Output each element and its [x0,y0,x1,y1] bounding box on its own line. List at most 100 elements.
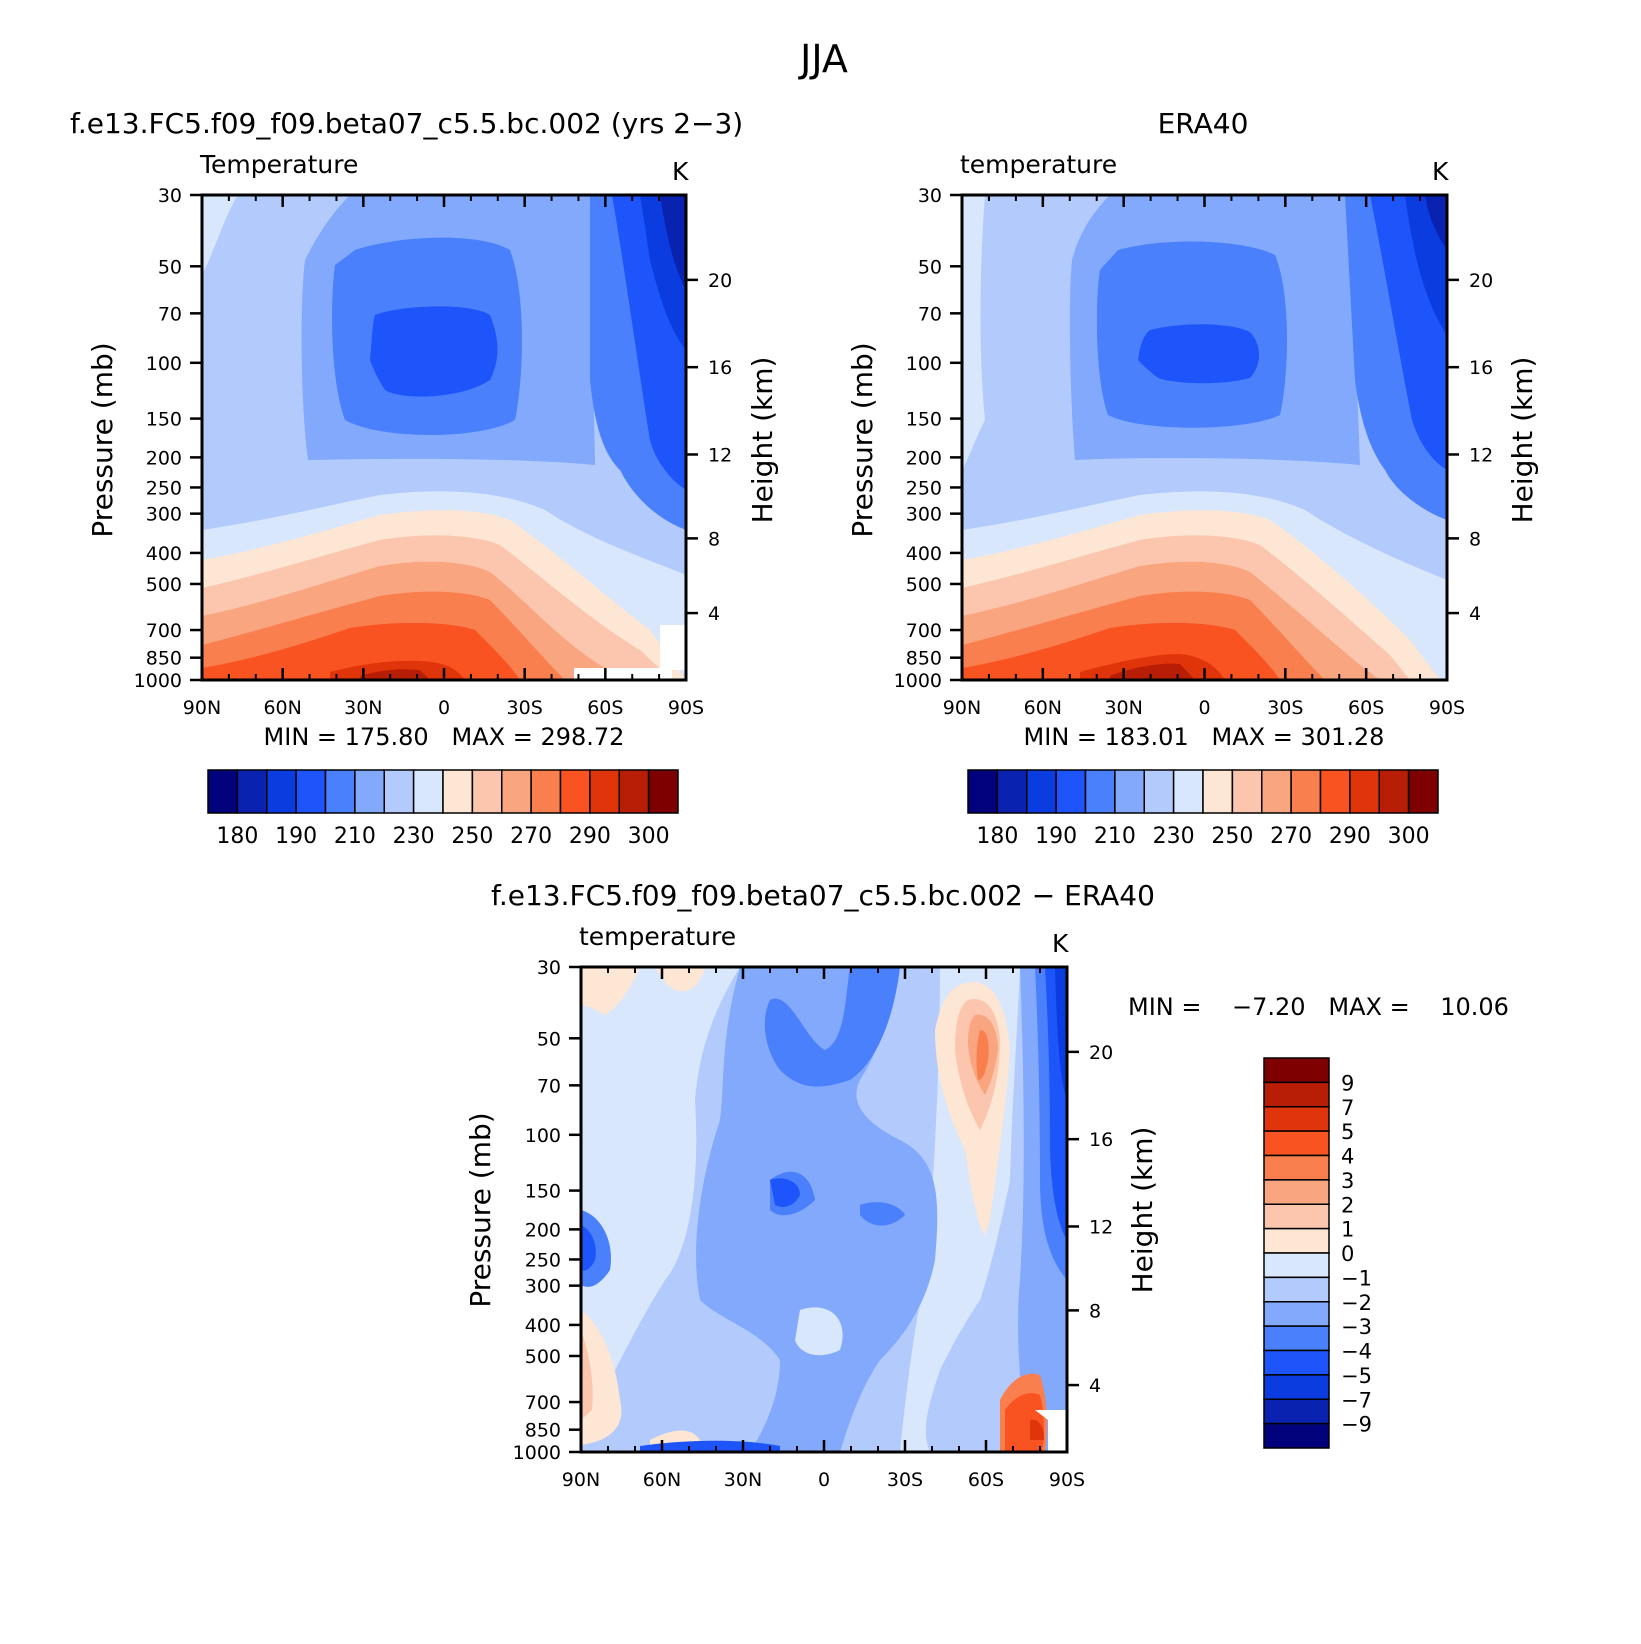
panel-diff-subtitle: temperature [579,922,736,951]
colorbar-swatch [412,769,444,814]
colorbar-label: 7 [1341,1096,1354,1120]
y-tick-label: 1000 [513,1442,561,1464]
panel-diff-title: f.e13.FC5.f09_f09.beta07_c5.5.bc.002 − E… [491,879,1155,912]
y-tick-label: 50 [537,1028,561,1050]
y-tick-label: 400 [146,543,182,565]
colorbar-label: −5 [1341,1364,1372,1388]
colorbar-swatch [1263,1203,1330,1230]
panel-diff-contours [581,967,1067,1452]
y-tick-label: 30 [158,185,182,207]
colorbar-swatch [442,769,474,814]
colorbar-swatch [1263,1154,1330,1181]
x-tick-label: 30N [344,697,382,719]
x-tick-label: 30S [887,1469,923,1491]
panel-model-ticks: 90N 60N 30N 0 30S 60S 90S 30 50 70 100 150 200 250 300… [134,185,733,719]
panel-model-units: K [672,157,689,186]
height-tick-label: 20 [708,270,732,292]
panel-diff-stats: MIN = −7.20 MAX = 10.06 [1128,993,1509,1021]
colorbar-label: 210 [1094,824,1136,849]
colorbar-swatch [589,769,620,814]
colorbar-label: 190 [275,824,317,849]
panel-model-subtitle: Temperature [199,150,358,179]
x-tick-label: 0 [1198,697,1210,719]
colorbar-swatch [1055,769,1087,814]
colorbar-swatch [1084,769,1116,814]
x-tick-label: 60S [1348,697,1384,719]
colorbar-swatch [1263,1422,1330,1449]
colorbar-swatch [1263,1398,1330,1425]
colorbar-swatch [1263,1106,1330,1132]
colorbar-swatch [207,769,239,814]
y-tick-label: 30 [537,957,561,979]
panel-era40-stats: MIN = 183.01 MAX = 301.28 [1024,723,1385,751]
y-tick-label: 150 [906,409,942,431]
colorbar-label: 230 [1153,824,1195,849]
y-tick-label: 50 [158,256,182,278]
panel-era40-subtitle: temperature [960,150,1117,179]
colorbar-label: 3 [1341,1169,1354,1193]
height-tick-label: 20 [1469,270,1493,292]
colorbar-swatch [1378,769,1410,814]
colorbar-swatch [1263,1179,1330,1205]
y-tick-label: 70 [918,303,942,325]
y-tick-label: 500 [146,574,182,596]
colorbar-label: 250 [1211,824,1253,849]
figure-title: JJA [798,37,848,81]
colorbar-swatch [1263,1374,1330,1400]
panel-model-colorbar: 180 190 210 230 250 270 290 300 [207,769,679,849]
y-tick-label: 700 [525,1392,561,1414]
height-tick-label: 4 [708,603,720,625]
y-tick-label: 300 [525,1276,561,1298]
x-tick-label: 60N [643,1469,681,1491]
x-tick-label: 60S [587,697,623,719]
x-tick-label: 30S [507,697,543,719]
height-tick-label: 12 [1469,444,1493,466]
colorbar-swatch [383,769,415,814]
colorbar-swatch [1349,769,1380,814]
colorbar-swatch [1263,1252,1330,1279]
colorbar-label: −7 [1341,1388,1372,1412]
colorbar-swatch [1263,1130,1330,1157]
colorbar-swatch [1261,769,1292,814]
colorbar-swatch [501,769,532,814]
y-tick-label: 200 [146,447,182,469]
colorbar-swatch [530,769,562,814]
colorbar-label: 300 [1388,824,1430,849]
y-tick-label: 100 [906,353,942,375]
y-tick-label: 70 [537,1075,561,1097]
panel-diff-ticks: 90N 60N 30N 0 30S 60S 90S 30 50 70 100 150 200 250 300… [513,957,1114,1491]
height-tick-label: 12 [708,444,732,466]
colorbar-swatch [996,769,1028,814]
colorbar-label: 210 [334,824,376,849]
colorbar-swatch [647,769,679,814]
y-tick-label: 250 [525,1249,561,1271]
colorbar-swatch [1263,1349,1330,1376]
colorbar-swatch [1263,1276,1330,1303]
height-tick-label: 4 [1469,603,1481,625]
height-tick-label: 8 [708,528,720,550]
panel-model-stats: MIN = 175.80 MAX = 298.72 [264,723,625,751]
colorbar-swatch [471,769,503,814]
panel-model-ylabel: Pressure (mb) [86,342,119,537]
panel-era40-title: ERA40 [1158,107,1249,140]
panel-era40-ylabel-right: Height (km) [1506,357,1539,524]
colorbar-label: 290 [569,824,611,849]
colorbar-swatch [236,769,268,814]
x-tick-label: 90N [943,697,981,719]
y-tick-label: 30 [918,185,942,207]
colorbar-label: 0 [1341,1242,1354,1266]
height-tick-label: 8 [1089,1300,1101,1322]
colorbar-swatch [1172,769,1204,814]
y-tick-label: 1000 [134,670,182,692]
height-tick-label: 20 [1089,1042,1113,1064]
panel-diff-ylabel: Pressure (mb) [464,1112,497,1307]
panel-era40-units: K [1432,157,1449,186]
colorbar-label: 250 [451,824,493,849]
colorbar-label: 1 [1341,1218,1354,1242]
height-tick-label: 8 [1469,528,1481,550]
colorbar-label: −1 [1341,1266,1372,1290]
y-tick-label: 300 [906,504,942,526]
y-tick-label: 150 [525,1181,561,1203]
colorbar-swatch [1263,1081,1330,1108]
